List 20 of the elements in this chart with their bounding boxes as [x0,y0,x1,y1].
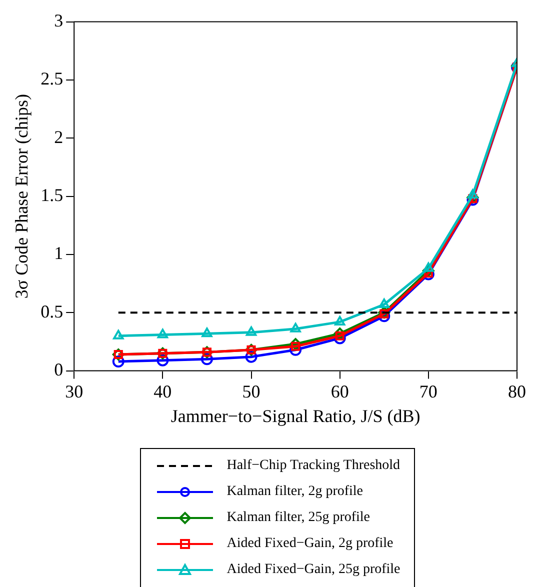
y-tick-label: 1 [54,243,64,264]
y-tick-label: 2.5 [40,68,64,89]
y-tick-label: 0 [54,360,64,380]
y-tick-label: 2 [54,126,64,147]
legend-label: Kalman filter, 25g profile [226,510,370,526]
x-tick-label: 30 [65,381,84,402]
y-tick-label: 0.5 [40,301,64,322]
legend-label: Half−Chip Tracking Threshold [226,458,400,474]
x-tick-label: 80 [508,381,526,402]
x-tick-label: 60 [330,381,349,402]
legend-label: Aided Fixed−Gain, 2g profile [226,536,394,552]
legend-label: Aided Fixed−Gain, 25g profile [226,562,400,578]
x-axis-title: Jammer−to−Signal Ratio, J/S (dB) [170,406,420,426]
x-tick-label: 50 [242,381,260,402]
x-tick-label: 40 [154,381,172,402]
y-axis-title: 3σ Code Phase Error (chips) [12,94,32,299]
y-tick-label: 1.5 [40,185,64,206]
legend-label: Kalman filter, 2g profile [226,484,364,500]
y-tick-label: 3 [54,10,64,31]
x-tick-label: 70 [419,381,438,402]
